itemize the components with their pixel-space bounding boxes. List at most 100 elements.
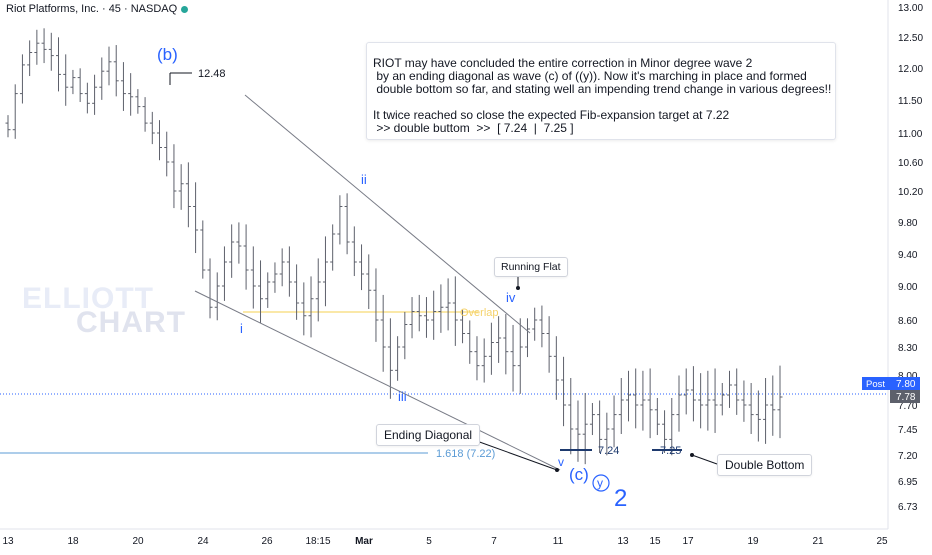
candle: [604, 412, 610, 456]
analysis-note[interactable]: RIOT may have concluded the entire corre…: [366, 42, 836, 140]
candle: [575, 400, 581, 462]
time-tick-label: 25: [876, 536, 888, 547]
low2-label: 7.25: [660, 445, 681, 457]
candle: [34, 29, 40, 65]
diagonal-upper-trendline[interactable]: [244, 94, 531, 334]
time-tick-label: 15: [649, 536, 661, 547]
watermark-chart: CHART: [76, 306, 186, 339]
price-tick-label: 11.50: [898, 96, 923, 107]
candle: [70, 69, 76, 95]
candle: [77, 68, 83, 103]
candle: [308, 276, 314, 338]
candle: [503, 314, 509, 375]
candle: [322, 236, 328, 307]
diagonal-lower-trendline[interactable]: [194, 290, 561, 471]
price-axis[interactable]: 13.00 12.50 12.00 11.50 11.00 10.60 10.20 9.80 9…: [898, 3, 923, 513]
fib-target-label: 1.618 (7.22): [436, 448, 495, 460]
symbol-title: Riot Platforms, Inc. · 45 · NASDAQ: [6, 3, 178, 15]
candle: [373, 268, 379, 342]
candle: [517, 318, 523, 394]
candle: [5, 115, 11, 138]
symbol-header[interactable]: Riot Platforms, Inc. · 45 · NASDAQ: [6, 3, 189, 15]
candle: [214, 272, 220, 321]
candle: [445, 278, 451, 331]
time-tick-label: Mar: [355, 536, 373, 547]
candle: [171, 144, 177, 209]
price-tick-label: 6.73: [898, 502, 918, 513]
candle: [27, 40, 33, 77]
candle: [387, 318, 393, 399]
post-tag-text: Post: [866, 379, 885, 390]
candle: [654, 398, 660, 436]
candle: [734, 368, 740, 415]
time-axis[interactable]: 13 18 20 24 26 18:15 Mar 5 7 11 13 15 17 19 21 25: [2, 536, 888, 547]
candle: [164, 131, 170, 177]
candle: [719, 383, 725, 416]
candle: [236, 222, 242, 264]
time-tick-label: 13: [617, 536, 629, 547]
post-price-tag: [890, 377, 920, 390]
candle: [452, 276, 458, 346]
candle: [777, 365, 783, 439]
ending-diagonal-pointer: [473, 439, 558, 471]
market-status-dot: [181, 5, 189, 13]
wave-label-c: (c): [569, 465, 589, 484]
candle: [640, 370, 646, 431]
candle: [589, 403, 595, 436]
last-price-tag: [890, 390, 920, 403]
candle: [539, 305, 545, 348]
price-tick-label: 9.80: [898, 218, 918, 229]
candle: [423, 297, 429, 338]
time-tick-label: 17: [682, 536, 694, 547]
candle: [229, 224, 235, 278]
candle: [553, 336, 559, 400]
candle: [741, 380, 747, 422]
candle: [481, 338, 487, 383]
running-flat-pointer-dot: [516, 286, 520, 290]
candle: [662, 410, 668, 453]
candle: [272, 262, 278, 293]
candle: [221, 246, 227, 301]
candle: [92, 74, 98, 115]
price-tick-label: 7.70: [898, 401, 918, 412]
last-price-text: 7.78: [896, 392, 916, 403]
candle: [337, 195, 343, 245]
ending-diagonal-callout[interactable]: Ending Diagonal: [376, 424, 481, 446]
price-tick-label: 10.20: [898, 187, 923, 198]
running-flat-callout[interactable]: Running Flat: [494, 257, 568, 277]
price-tick-label: 12.00: [898, 64, 923, 75]
wave-label-y-circle: [592, 474, 610, 492]
ending-diagonal-pointer-dot: [555, 468, 559, 472]
low1-label: 7.24: [598, 445, 619, 457]
double-bottom-callout[interactable]: Double Bottom: [717, 454, 813, 476]
candle: [113, 45, 119, 97]
candle: [359, 244, 365, 291]
candle: [625, 370, 631, 422]
candle: [19, 54, 25, 104]
wave-label-iii: iii: [398, 389, 407, 404]
candle: [488, 322, 494, 375]
post-tag: [862, 377, 890, 390]
candle: [250, 246, 256, 309]
candle: [99, 57, 105, 100]
candle: [611, 395, 617, 448]
wave-label-iv: iv: [506, 290, 516, 305]
candle: [524, 318, 530, 358]
candle: [84, 82, 90, 114]
candle: [380, 294, 386, 372]
candle: [128, 73, 134, 116]
candle: [402, 311, 408, 360]
candle: [726, 370, 732, 408]
candle: [633, 368, 639, 429]
time-tick-label: 24: [197, 536, 209, 547]
candle: [41, 28, 47, 64]
price-tick-label: 7.45: [898, 425, 918, 436]
price-tick-label: 8.60: [898, 316, 918, 327]
wave-label-i: i: [240, 321, 243, 336]
candle: [705, 370, 711, 431]
candle: [546, 316, 552, 373]
high-price-label: 12.48: [198, 68, 226, 80]
candle: [135, 89, 141, 114]
